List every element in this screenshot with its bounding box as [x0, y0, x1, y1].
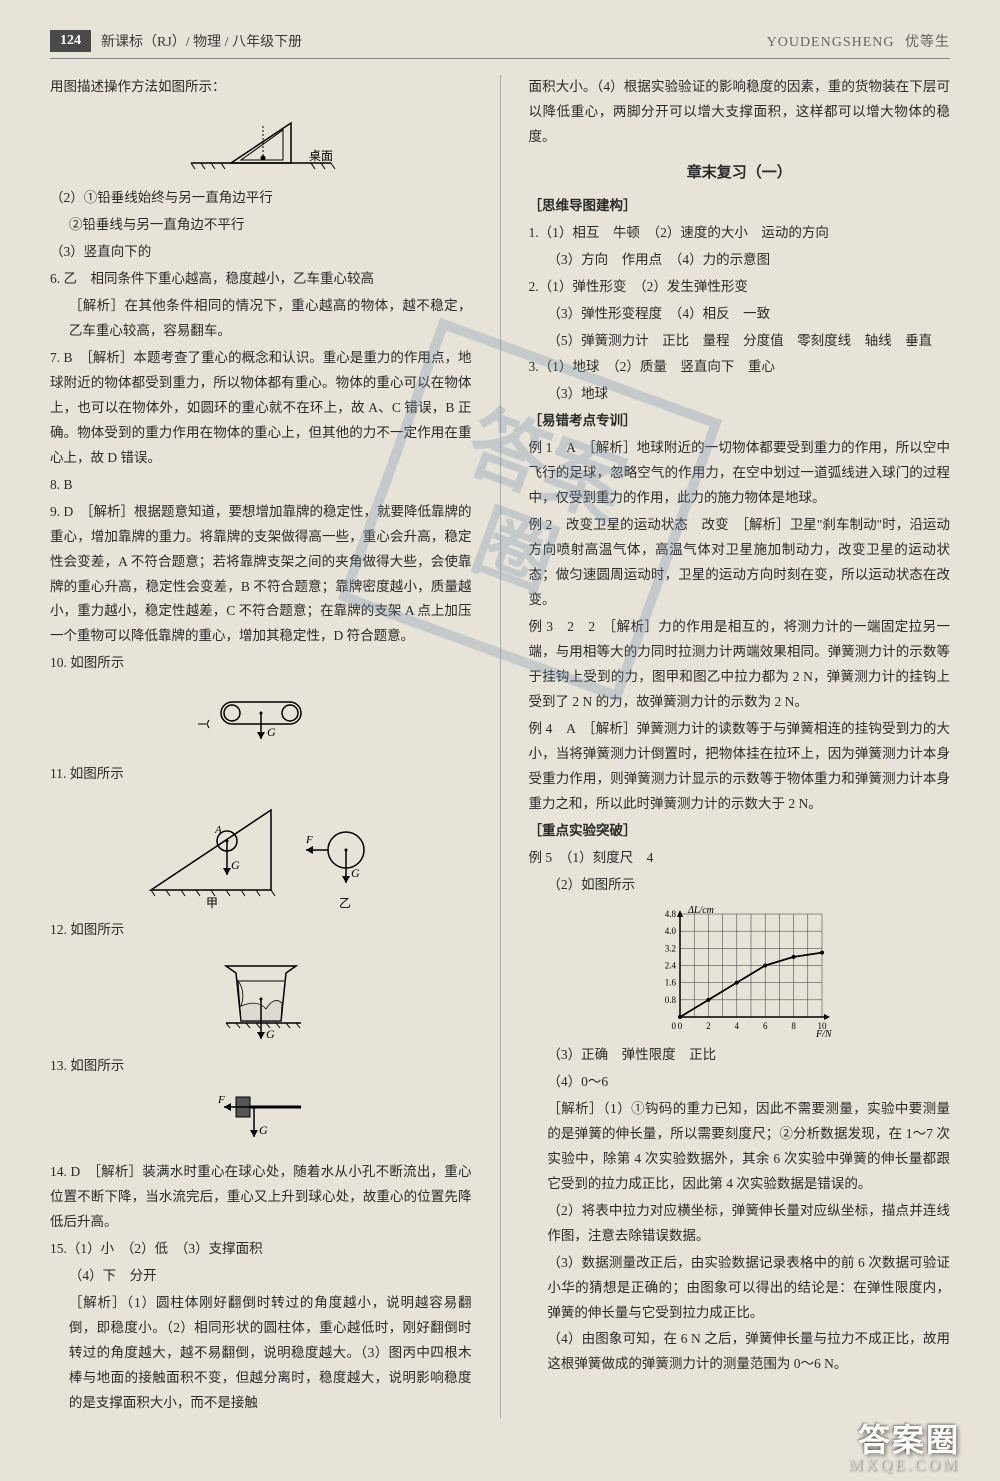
svg-text:ΔL/cm: ΔL/cm [687, 905, 714, 916]
text-line: ［解析］在其他条件相同的情况下，重心越高的物体，越不稳定，乙车重心较高，容易翻车… [50, 294, 472, 344]
chapter-title: 章末复习（一） [529, 160, 951, 188]
svg-text:G: G [266, 1027, 275, 1041]
svg-text:1.6: 1.6 [665, 977, 677, 987]
svg-text:6: 6 [763, 1021, 768, 1031]
text-line: 15.（1）小 （2）低 （3）支撑面积 [50, 1237, 472, 1262]
svg-text:4: 4 [735, 1021, 740, 1031]
svg-text:F: F [305, 834, 313, 846]
text-line: 例 3 2 2 ［解析］力的作用是相互的，将测力计的一端固定拉另一端，与用相等大… [529, 615, 951, 715]
text-line: ②铅垂线与另一直角边不平行 [50, 213, 472, 238]
footer-brand: 答案圈 [858, 1415, 960, 1461]
text-line: （2）如图所示 [529, 873, 951, 898]
svg-text:8: 8 [792, 1021, 797, 1031]
svg-text:G: G [259, 1123, 268, 1137]
svg-text:G: G [231, 858, 240, 872]
text-line: 9. D ［解析］根据题意知道，要想增加靠牌的稳定性，就要降低靠牌的重心，增加靠… [50, 500, 472, 650]
text-line: 1.（1）相互 牛顿 （2）速度的大小 运动的方向 [529, 221, 951, 246]
column-divider [500, 75, 501, 1418]
svg-text:0.8: 0.8 [665, 995, 677, 1005]
fig-label: 桌面 [309, 149, 333, 163]
page-number: 124 [50, 30, 91, 52]
section-label: ［重点实验突破］ [529, 819, 951, 844]
text-line: 6. 乙 相同条件下重心越高，稳度越小，乙车重心较高 [50, 267, 472, 292]
header-brand: 优等生 [905, 35, 950, 50]
figure-incline-ball: A G 甲 G F 乙 [50, 795, 472, 910]
figure-roller: G [50, 684, 472, 754]
text-line: 例 1 A ［解析］地球附近的一切物体都要受到重力的作用，所以空中飞行的足球，忽… [529, 436, 951, 511]
series-title: 新课标（RJ）/ 物理 / 八年级下册 [101, 31, 302, 51]
svg-text:乙: 乙 [339, 896, 351, 910]
text-line: （3）正确 弹性限度 正比 [529, 1043, 951, 1068]
svg-text:0: 0 [678, 1021, 683, 1031]
svg-text:0: 0 [672, 1021, 677, 1031]
text-line: （4）由图象可知，在 6 N 之后，弹簧伸长量与拉力不成正比，故用这根弹簧做成的… [529, 1327, 951, 1377]
text-line: （3）弹性形变程度 （4）相反 一致 [529, 302, 951, 327]
text-line: （3）方向 作用点 （4）力的示意图 [529, 248, 951, 273]
text-line: ［解析］（1）①钩码的重力已知，因此不需要测量，实验中要测量的是弹簧的伸长量，所… [529, 1097, 951, 1197]
text-line: 13. 如图所示 [50, 1054, 472, 1079]
text-line: 12. 如图所示 [50, 918, 472, 943]
text-line: （4）0～6 [529, 1070, 951, 1095]
text-line: （5）弹簧测力计 正比 量程 分度值 零刻度线 轴线 垂直 [529, 329, 951, 354]
text-line: （4）下 分开 [50, 1264, 472, 1289]
text-line: 3.（1）地球 （2）质量 竖直向下 重心 [529, 355, 951, 380]
left-column: 用图描述操作方法如图所示： 桌面 （2）①铅垂线始终与另一直角边平行 ②铅垂线与… [50, 75, 472, 1418]
text-line: 14. D ［解析］装满水时重心在球心处，随着水从小孔不断流出，重心位置不断下降… [50, 1160, 472, 1235]
text-line: （3）数据测量改正后，由实验数据记录表格中的前 6 次数据可验证小华的猜想是正确… [529, 1251, 951, 1326]
text-line: 例 5 （1）刻度尺 4 [529, 846, 951, 871]
text-line: ［解析］（1）圆柱体刚好翻倒时转过的角度越小，说明越容易翻倒，即稳度小。（2）相… [50, 1291, 472, 1416]
text-line: 11. 如图所示 [50, 762, 472, 787]
text-line: 例 2 改变卫星的运动状态 改变 ［解析］卫星"刹车制动"时，沿运动方向喷射高温… [529, 513, 951, 613]
figure-hammer: G F [50, 1087, 472, 1152]
svg-text:F: F [217, 1094, 225, 1106]
section-label: ［易错考点专训］ [529, 409, 951, 434]
text-line: 7. B ［解析］本题考查了重心的概念和认识。重心是重力的作用点，地球附近的物体… [50, 346, 472, 471]
svg-text:A: A [214, 824, 222, 836]
right-column: 面积大小。（4）根据实验验证的影响稳度的因素，重的货物装在下层可以降低重心，两脚… [529, 75, 951, 1418]
text-line: 10. 如图所示 [50, 651, 472, 676]
svg-text:G: G [351, 866, 360, 880]
svg-text:甲: 甲 [206, 896, 218, 910]
svg-text:2.4: 2.4 [665, 960, 677, 970]
text-line: 面积大小。（4）根据实验验证的影响稳度的因素，重的货物装在下层可以降低重心，两脚… [529, 75, 951, 150]
header-pinyin: YOUDENGSHENG [767, 35, 895, 50]
svg-text:3.2: 3.2 [665, 943, 676, 953]
text-line: 用图描述操作方法如图所示： [50, 75, 472, 100]
text-line: 8. B [50, 473, 472, 498]
spring-chart: 02468100.81.62.43.24.04.8F/NΔL/cm0 [529, 904, 951, 1039]
page-header: 124 新课标（RJ）/ 物理 / 八年级下册 YOUDENGSHENG 优等生 [50, 30, 950, 59]
figure-triangle-ruler: 桌面 [50, 108, 472, 178]
text-line: 2.（1）弹性形变 （2）发生弹性形变 [529, 275, 951, 300]
svg-text:F/N: F/N [815, 1029, 833, 1039]
svg-text:2: 2 [706, 1021, 711, 1031]
text-line: （2）将表中拉力对应横坐标，弹簧伸长量对应纵坐标，描点并连线作图，注意去除错误数… [529, 1199, 951, 1249]
figure-cup: G [50, 951, 472, 1046]
footer-domain: MXQE.COM [848, 1457, 960, 1475]
svg-text:4.8: 4.8 [665, 909, 677, 919]
section-label: ［思维导图建构］ [529, 194, 951, 219]
text-line: 例 4 A ［解析］弹簧测力计的读数等于与弹簧相连的挂钩受到力的大小，当将弹簧测… [529, 717, 951, 817]
text-line: （2）①铅垂线始终与另一直角边平行 [50, 186, 472, 211]
svg-text:G: G [267, 725, 276, 739]
text-line: （3）竖直向下的 [50, 240, 472, 265]
svg-text:4.0: 4.0 [665, 926, 677, 936]
text-line: （3）地球 [529, 382, 951, 407]
